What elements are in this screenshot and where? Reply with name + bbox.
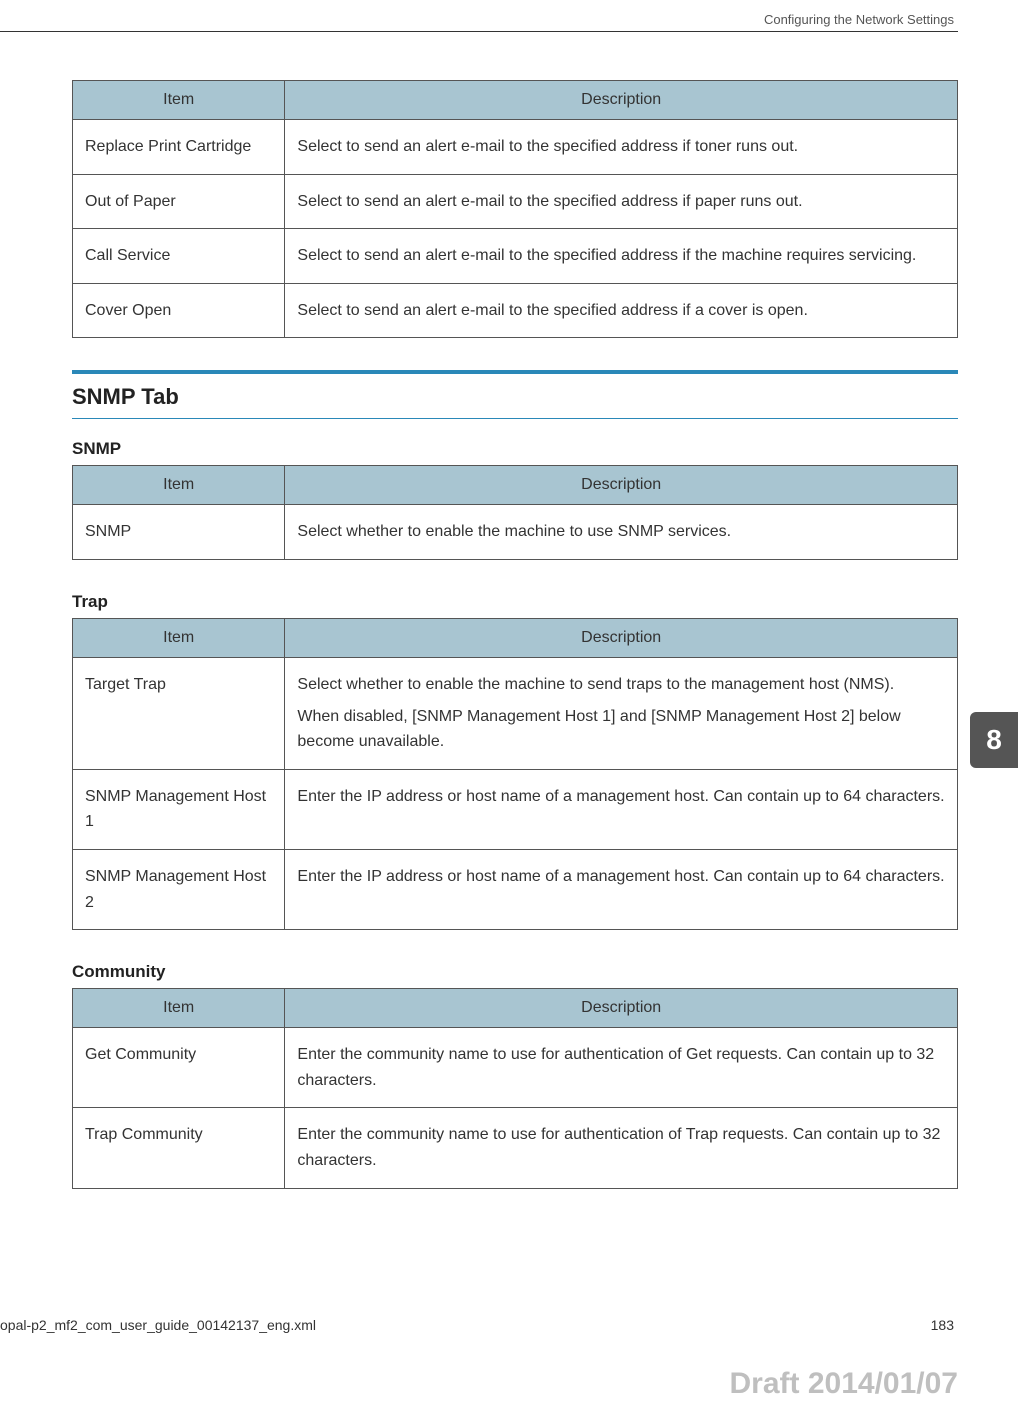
cell-item: Target Trap (73, 657, 285, 769)
table-header-row: Item Description (73, 81, 958, 120)
cell-description: Enter the IP address or host name of a m… (285, 769, 958, 849)
community-table: Item Description Get Community Enter the… (72, 988, 958, 1188)
table-row: SNMP Select whether to enable the machin… (73, 505, 958, 560)
table-header-row: Item Description (73, 989, 958, 1028)
cell-item: SNMP (73, 505, 285, 560)
cell-item: Cover Open (73, 283, 285, 338)
subheading-community: Community (72, 962, 958, 982)
draft-watermark: Draft 2014/01/07 (730, 1367, 959, 1401)
table-header-description: Description (285, 466, 958, 505)
heading-text: SNMP Tab (72, 382, 958, 418)
main-content: Item Description Replace Print Cartridge… (0, 80, 958, 1189)
cell-description: Select whether to enable the machine to … (285, 505, 958, 560)
table-header-description: Description (285, 81, 958, 120)
page-number: 183 (931, 1317, 958, 1333)
table-row: Out of Paper Select to send an alert e-m… (73, 174, 958, 229)
chapter-tab: 8 (970, 712, 1018, 768)
heading-rule-bottom (72, 418, 958, 419)
cell-description: Select to send an alert e-mail to the sp… (285, 120, 958, 175)
alerts-table: Item Description Replace Print Cartridge… (72, 80, 958, 338)
table-row: SNMP Management Host 2 Enter the IP addr… (73, 849, 958, 929)
cell-item: Replace Print Cartridge (73, 120, 285, 175)
cell-item: SNMP Management Host 2 (73, 849, 285, 929)
cell-description-line1: Select whether to enable the machine to … (297, 672, 945, 698)
cell-description: Enter the community name to use for auth… (285, 1108, 958, 1188)
cell-item: Get Community (73, 1028, 285, 1108)
cell-description: Enter the community name to use for auth… (285, 1028, 958, 1108)
cell-description: Select to send an alert e-mail to the sp… (285, 174, 958, 229)
table-row: Trap Community Enter the community name … (73, 1108, 958, 1188)
table-row: Get Community Enter the community name t… (73, 1028, 958, 1108)
table-header-row: Item Description (73, 618, 958, 657)
heading-rule-top (72, 370, 958, 374)
table-row: Target Trap Select whether to enable the… (73, 657, 958, 769)
cell-item: SNMP Management Host 1 (73, 769, 285, 849)
cell-item: Call Service (73, 229, 285, 284)
cell-description: Select to send an alert e-mail to the sp… (285, 229, 958, 284)
cell-description-line2: When disabled, [SNMP Management Host 1] … (297, 704, 945, 755)
table-header-description: Description (285, 618, 958, 657)
table-header-item: Item (73, 466, 285, 505)
cell-description: Select whether to enable the machine to … (285, 657, 958, 769)
subheading-snmp: SNMP (72, 439, 958, 459)
table-header-item: Item (73, 81, 285, 120)
cell-item: Out of Paper (73, 174, 285, 229)
table-header-item: Item (73, 618, 285, 657)
table-row: Replace Print Cartridge Select to send a… (73, 120, 958, 175)
cell-description: Enter the IP address or host name of a m… (285, 849, 958, 929)
snmp-table: Item Description SNMP Select whether to … (72, 465, 958, 560)
trap-table: Item Description Target Trap Select whet… (72, 618, 958, 930)
running-header: Configuring the Network Settings (0, 12, 958, 27)
table-row: Call Service Select to send an alert e-m… (73, 229, 958, 284)
footer: opal-p2_mf2_com_user_guide_00142137_eng.… (0, 1317, 958, 1333)
table-row: SNMP Management Host 1 Enter the IP addr… (73, 769, 958, 849)
table-row: Cover Open Select to send an alert e-mai… (73, 283, 958, 338)
footer-filename: opal-p2_mf2_com_user_guide_00142137_eng.… (0, 1317, 316, 1333)
table-header-item: Item (73, 989, 285, 1028)
cell-description: Select to send an alert e-mail to the sp… (285, 283, 958, 338)
subheading-trap: Trap (72, 592, 958, 612)
header-divider (0, 31, 958, 32)
table-header-description: Description (285, 989, 958, 1028)
section-heading-snmp-tab: SNMP Tab (72, 370, 958, 419)
cell-item: Trap Community (73, 1108, 285, 1188)
table-header-row: Item Description (73, 466, 958, 505)
